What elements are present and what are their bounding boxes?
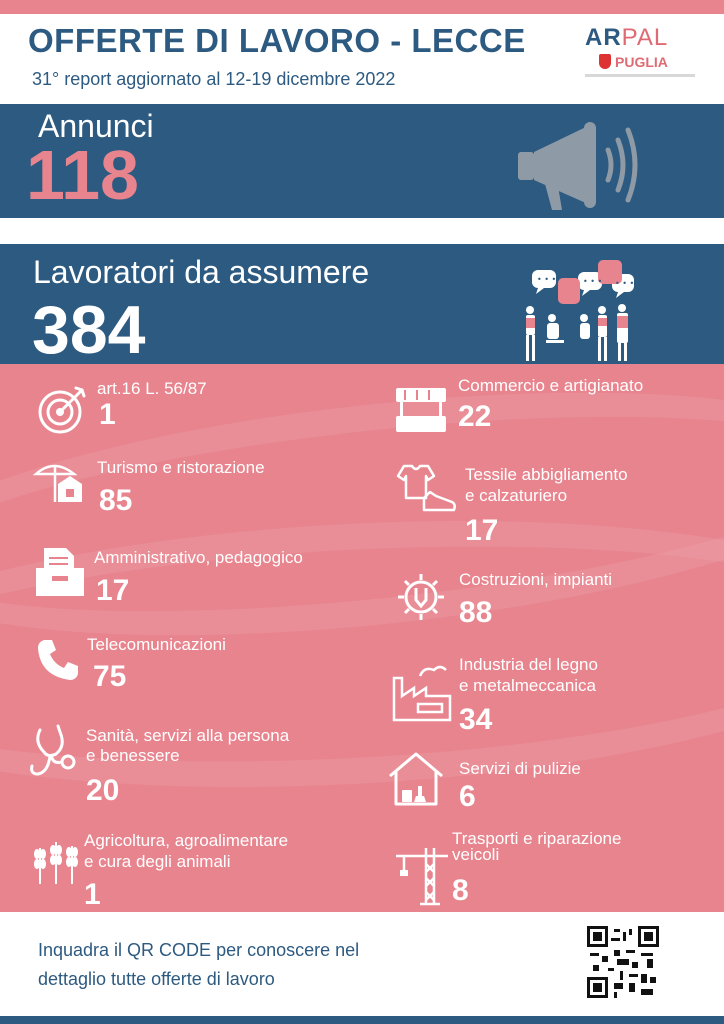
megaphone-icon (518, 122, 638, 210)
svg-text:• • •: • • • (537, 275, 556, 284)
wheat-icon (34, 842, 78, 884)
gear-wrench-icon (398, 574, 444, 620)
lavoratori-value: 384 (32, 292, 146, 368)
file-drawer-icon (36, 548, 84, 596)
people-chat-illustration: • • • • • • • • • (526, 260, 634, 361)
shirt-shoe-icon (396, 464, 456, 512)
page-title: OFFERTE DI LAVORO - LECCE (28, 22, 526, 59)
footer-line-1: Inquadra il QR CODE per conoscere nel (38, 940, 360, 960)
stethoscope-icon (30, 724, 76, 776)
bottom-bar (0, 1016, 724, 1024)
lavoratori-label: Lavoratori da assumere (33, 254, 370, 290)
qr-code-icon[interactable] (587, 926, 659, 998)
annunci-label: Annunci (38, 108, 154, 144)
top-strip (0, 0, 724, 14)
crane-icon (396, 848, 448, 906)
target-icon (38, 386, 86, 434)
page-subtitle: 31° report aggiornato al 12-19 dicembre … (32, 69, 396, 89)
factory-icon (392, 665, 452, 722)
svg-text:• • •: • • • (615, 279, 634, 288)
svg-text:• • •: • • • (583, 277, 602, 286)
footer-text: Inquadra il QR CODE per conoscere nel de… (38, 936, 359, 994)
annunci-band (0, 104, 724, 218)
beach-house-icon (32, 464, 82, 502)
cleaning-house-icon (389, 752, 443, 806)
shop-stall-icon (396, 388, 446, 432)
categories-panel (0, 364, 724, 912)
arpal-puglia-logo: ARPAL PUGLIA (585, 24, 695, 86)
footer-line-2: dettaglio tutte offerte di lavoro (38, 969, 275, 989)
annunci-value: 118 (26, 136, 139, 214)
phone-icon (38, 640, 78, 680)
